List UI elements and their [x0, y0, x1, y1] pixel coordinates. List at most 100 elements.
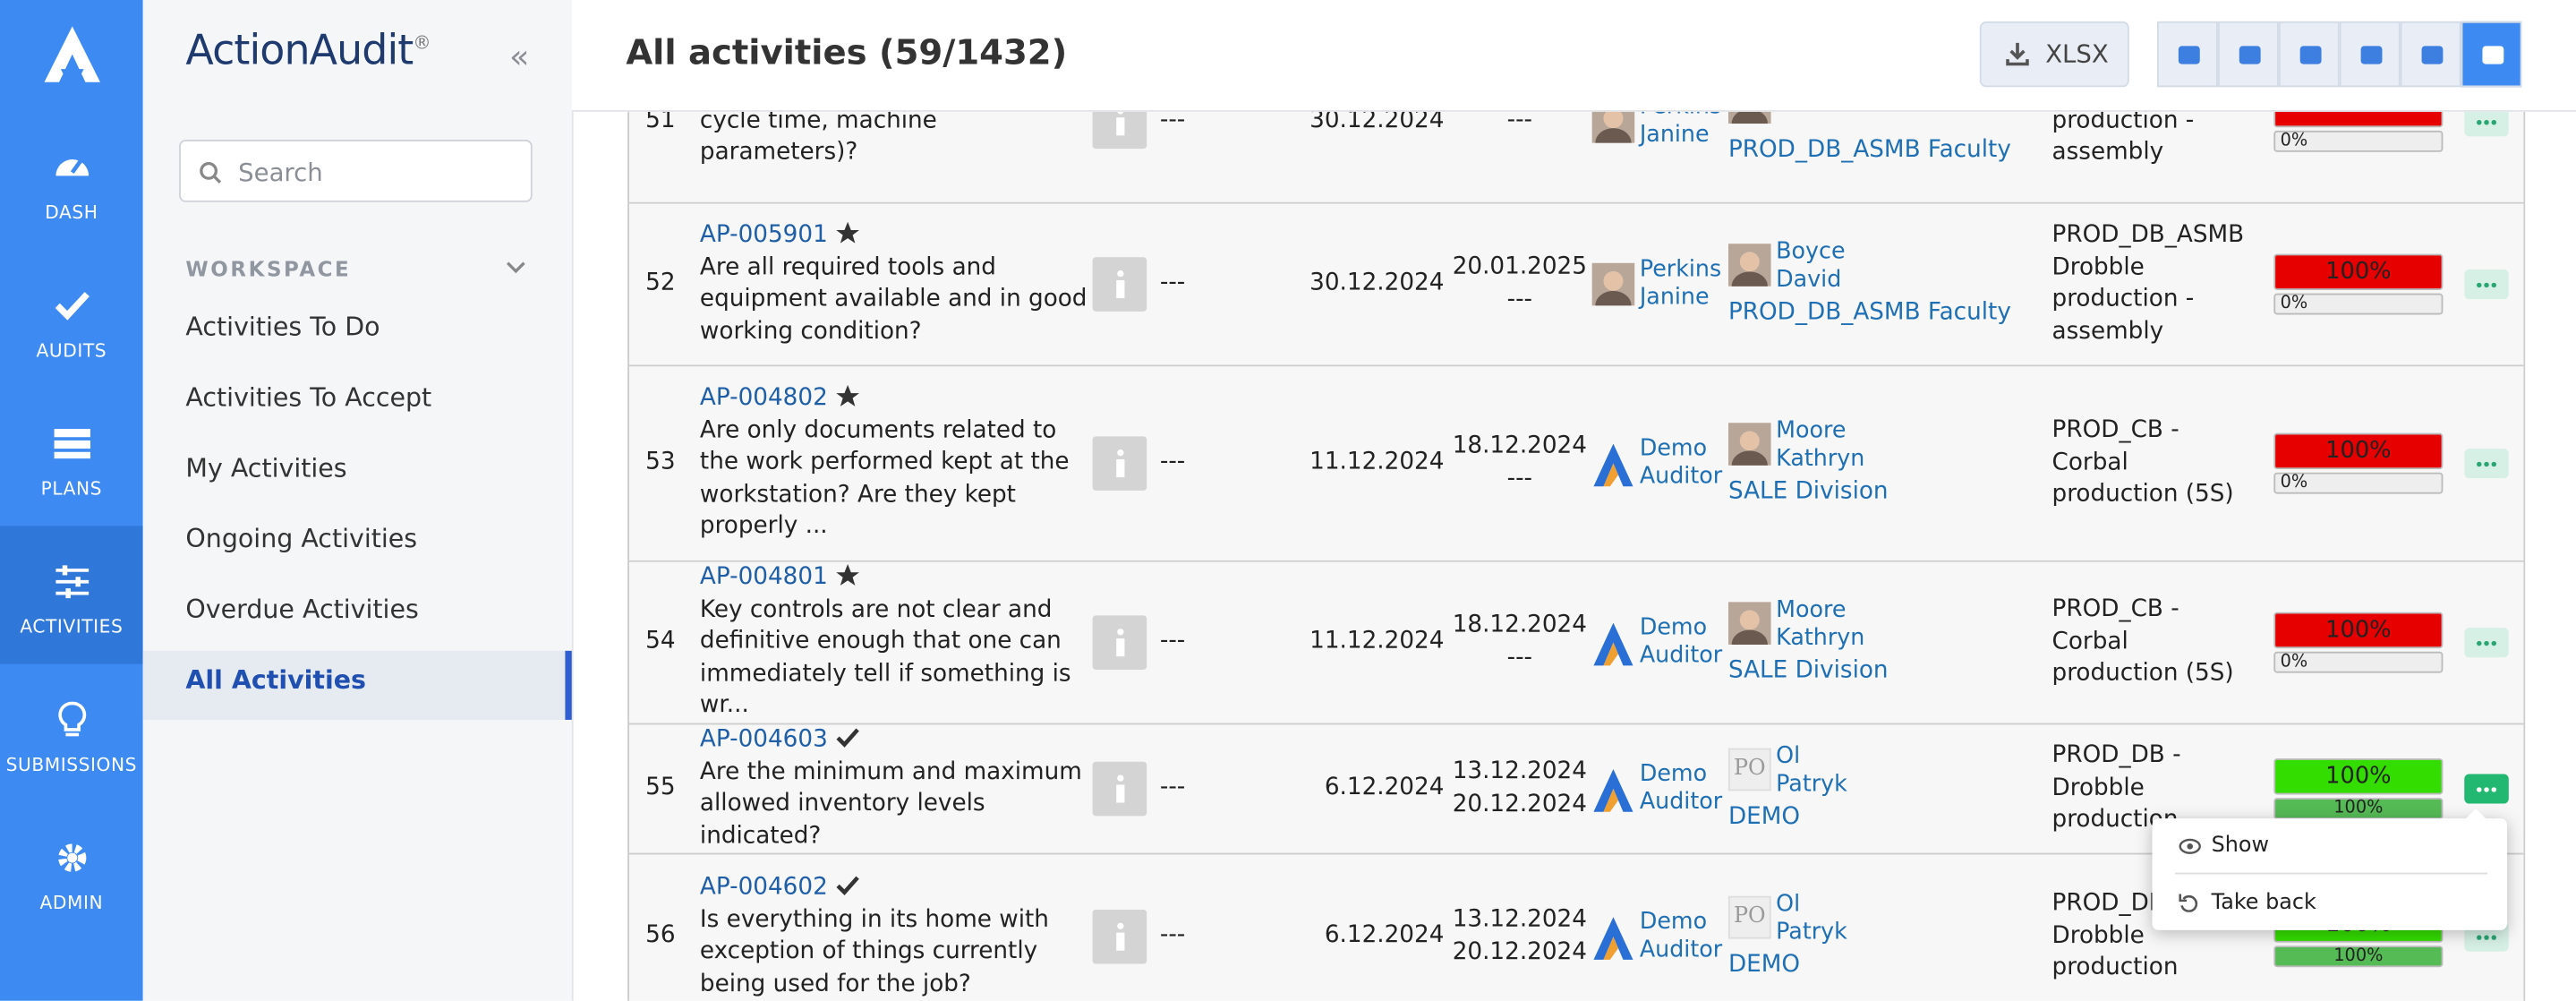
assignee: Demo Auditor	[1592, 756, 1724, 821]
nav-item[interactable]: ACTIVITIES	[0, 526, 143, 664]
action-button[interactable]	[2464, 628, 2509, 658]
name-line[interactable]: Auditor	[1639, 641, 1723, 669]
name-line[interactable]: David	[1776, 265, 1842, 293]
activity-id[interactable]: AP-004801	[699, 564, 828, 591]
menu-item[interactable]: Ongoing Activities	[185, 524, 418, 554]
name-line[interactable]: Demo	[1639, 760, 1708, 788]
undo-icon	[2179, 894, 2198, 912]
start-date: 6.12.2024	[1324, 922, 1445, 949]
search-icon	[200, 161, 222, 184]
view-button[interactable]	[2339, 21, 2401, 88]
view-button[interactable]	[2157, 21, 2218, 88]
dots	[2477, 282, 2497, 288]
due-date: 18.12.2024	[1452, 432, 1587, 460]
due-dates: 18.12.2024 ---	[1451, 432, 1589, 496]
name-line[interactable]: Demo	[1639, 909, 1708, 936]
menu-item[interactable]: Take back	[2211, 890, 2316, 916]
name-line[interactable]: Demo	[1639, 614, 1708, 641]
name-line[interactable]: Auditor	[1639, 788, 1723, 815]
eye-icon	[2179, 838, 2201, 854]
responsible-unit[interactable]: PROD_DB_ASMB Faculty	[1727, 299, 2011, 326]
nav-item[interactable]: DASH	[0, 112, 143, 250]
responsible-unit[interactable]: DEMO	[1727, 804, 1801, 831]
action-button[interactable]	[2464, 270, 2509, 300]
collapse-button[interactable]: «	[509, 36, 530, 76]
menu-item[interactable]: Activities To Accept	[185, 382, 432, 413]
nav-item[interactable]: PLANS	[0, 388, 143, 526]
responsible-person: Boyce David	[1727, 238, 2041, 295]
name-line[interactable]: Demo	[1639, 435, 1708, 462]
name-line[interactable]: Janine	[1639, 120, 1710, 148]
info-icon[interactable]	[1092, 909, 1147, 964]
responsible-unit[interactable]: SALE Division	[1727, 478, 1889, 505]
due-dates: 20.01.2025 ---	[1451, 252, 1589, 317]
menu-item[interactable]: Activities To Do	[185, 312, 380, 342]
nav-item[interactable]: AUDITS	[0, 250, 143, 388]
view-icon	[2178, 46, 2200, 64]
activity-id[interactable]: AP-005901	[699, 221, 828, 249]
name-line[interactable]: Moore	[1776, 417, 1847, 445]
responsible-unit[interactable]: SALE Division	[1727, 657, 1889, 685]
info-glyph	[1115, 629, 1124, 657]
menu-item[interactable]: My Activities	[185, 453, 347, 483]
name-line[interactable]: Boyce	[1776, 238, 1846, 265]
menu-item[interactable]: Overdue Activities	[185, 595, 419, 625]
progress-bar: 100%	[2273, 798, 2444, 819]
info-icon[interactable]	[1092, 257, 1147, 312]
nav-item[interactable]: SUBMISSIONS	[0, 664, 143, 802]
progress-label: 100%	[2333, 798, 2384, 818]
view-button[interactable]	[2278, 21, 2340, 88]
activity-id[interactable]: AP-004602	[699, 874, 828, 901]
progress-label: 0%	[2280, 130, 2308, 150]
nav-label: ADMIN	[39, 892, 104, 914]
avatar-photo	[1591, 262, 1635, 306]
avatar-photo	[1727, 602, 1771, 645]
progress-label: 0%	[2280, 651, 2308, 672]
assignee-name: Demo Auditor	[1640, 909, 1722, 963]
nav-item[interactable]: ADMIN	[0, 802, 143, 940]
activity-header: AP-004603	[700, 724, 1091, 757]
search-box[interactable]: Search	[179, 140, 533, 202]
name-line[interactable]: Ol	[1776, 743, 1801, 770]
flag-star	[835, 384, 859, 406]
action-button[interactable]	[2464, 774, 2509, 804]
info-text: ---	[1159, 628, 1186, 654]
menu-item[interactable]: All Activities	[142, 650, 572, 720]
name-line[interactable]: Kathryn	[1776, 624, 1865, 651]
assignee: Demo Auditor	[1592, 610, 1724, 675]
responsible-name: Ol Patryk	[1776, 891, 1847, 945]
name-line[interactable]: Moore	[1776, 596, 1847, 624]
chevron[interactable]	[506, 260, 525, 276]
view-button[interactable]	[2217, 21, 2279, 88]
start-date: 11.12.2024	[1309, 449, 1445, 475]
name-line[interactable]: Patryk	[1776, 770, 1847, 797]
name-line[interactable]: Perkins	[1639, 256, 1722, 283]
name-line[interactable]: Auditor	[1639, 936, 1723, 962]
logo	[44, 26, 100, 82]
export-button[interactable]: XLSX	[1979, 21, 2129, 88]
name-line[interactable]: Janine	[1639, 283, 1710, 310]
name-line[interactable]: Kathryn	[1776, 444, 1865, 472]
view-button[interactable]	[2461, 21, 2522, 88]
info-icon[interactable]	[1092, 436, 1147, 491]
responsible-unit[interactable]: DEMO	[1727, 952, 1801, 979]
view-button[interactable]	[2400, 21, 2461, 88]
action-button[interactable]	[2464, 449, 2509, 479]
nav-label: DASH	[45, 201, 98, 224]
row-menu: Show Take back	[2152, 808, 2507, 930]
activity-text: Is everything in its home with exception…	[699, 906, 1049, 997]
activity-id[interactable]: AP-004603	[699, 726, 828, 753]
name-line[interactable]: Auditor	[1639, 462, 1723, 490]
info-icon[interactable]	[1092, 615, 1147, 670]
menu-item[interactable]: Show	[2211, 833, 2269, 859]
responsible-unit[interactable]: PROD_DB_ASMB Faculty	[1727, 136, 2011, 164]
info-glyph	[1115, 270, 1124, 299]
view-icon	[2360, 46, 2383, 64]
progress: 100% 0%	[2273, 253, 2444, 315]
name-line[interactable]: Ol	[1776, 891, 1801, 918]
activity-id[interactable]: AP-004802	[699, 384, 828, 412]
info-icon[interactable]	[1092, 761, 1147, 817]
name-line[interactable]: Patryk	[1776, 918, 1847, 945]
